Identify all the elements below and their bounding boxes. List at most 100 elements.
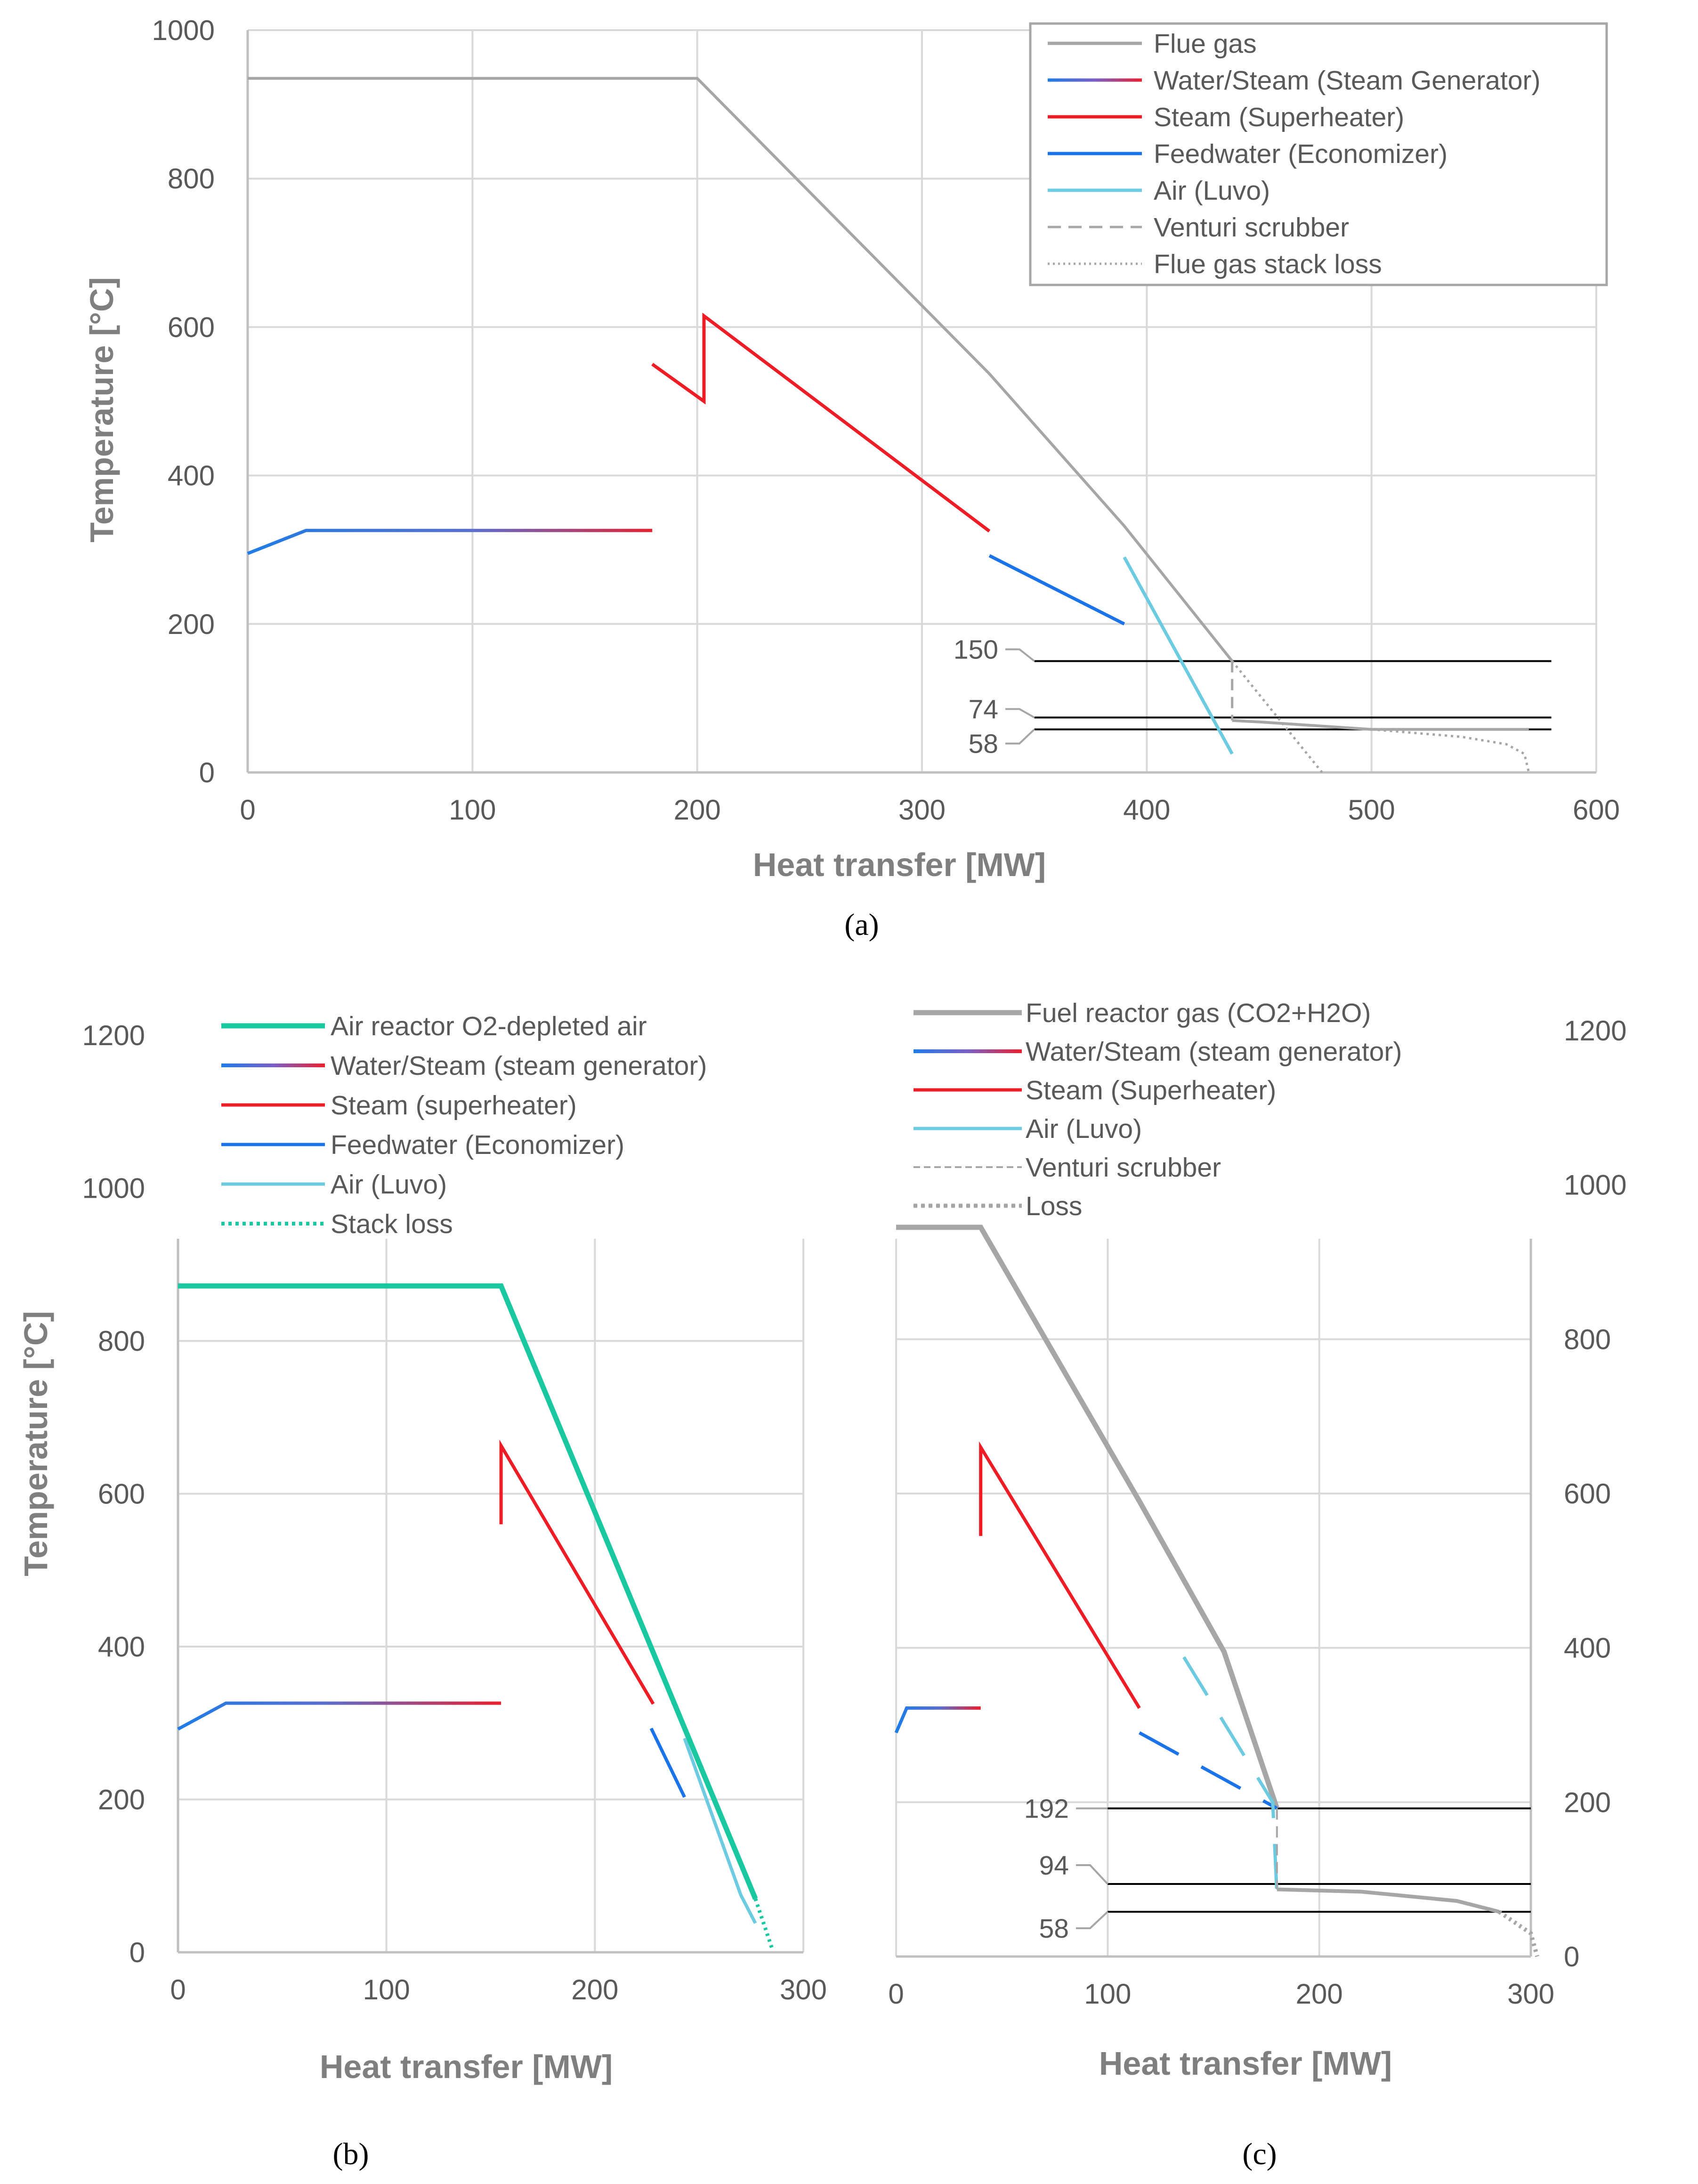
svg-text:Feedwater (Economizer): Feedwater (Economizer) [331, 1130, 624, 1160]
series-steam-superheater [979, 1441, 1141, 1709]
y-tick-label: 800 [1564, 1323, 1611, 1355]
y-tick-label: 400 [98, 1631, 145, 1663]
legend-item-water-steam: Water/Steam (steam generator) [221, 1051, 707, 1081]
legend-item-stack-loss: Flue gas stack loss [1048, 249, 1382, 279]
y-tick-label: 1000 [82, 1173, 145, 1204]
svg-text:Air (Luvo): Air (Luvo) [1154, 176, 1270, 206]
svg-text:Steam (Superheater): Steam (Superheater) [1026, 1075, 1276, 1105]
panel-b-legend: Air reactor O2-depleted air Water/Steam … [221, 1011, 707, 1239]
series-water-steam-steam-generator [247, 528, 653, 555]
series-water-steam-steam-generator [177, 1701, 501, 1731]
legend-item-water-steam: Water/Steam (steam generator) [914, 1037, 1402, 1067]
reference-label: 58 [969, 729, 998, 759]
x-tick-label: 300 [780, 1974, 827, 2005]
y-tick-label: 1000 [1564, 1169, 1626, 1201]
panel-a-y-axis-title: Temperature [°C] [83, 277, 120, 542]
panel-c-reference-lines: 192 94 58 [1024, 1794, 1531, 1944]
legend-item-feedwater: Feedwater (Economizer) [1048, 139, 1447, 169]
series-air-luvo [1123, 556, 1234, 755]
panel-c-legend: Fuel reactor gas (CO2+H2O) Water/Steam (… [914, 998, 1402, 1221]
legend-item-fuel-reactor: Fuel reactor gas (CO2+H2O) [914, 998, 1371, 1028]
series-stack-loss [753, 1898, 774, 1949]
series-segment [1371, 728, 1530, 773]
y-tick-label: 600 [168, 311, 215, 343]
legend-item-air: Air (Luvo) [1048, 176, 1270, 206]
y-tick-label: 600 [1564, 1478, 1611, 1510]
panel-c-label: (c) [1242, 2137, 1277, 2171]
svg-text:Flue gas stack loss: Flue gas stack loss [1154, 249, 1382, 279]
y-tick-label: 0 [199, 757, 215, 788]
svg-text:Steam (Superheater): Steam (Superheater) [1154, 102, 1404, 132]
y-tick-label: 400 [168, 460, 215, 492]
y-tick-label: 200 [1564, 1786, 1611, 1818]
panel-b-chart: 0 100 200 300 0 200 400 600 800 1000 1200 Heat tra… [17, 1011, 829, 2171]
panel-a-chart: 0 100 200 300 400 500 600 0 200 400 600 800 1000 150… [83, 15, 1620, 942]
series-water-steam-steam-generator [894, 1706, 981, 1734]
reference-label: 150 [954, 635, 998, 665]
svg-text:Water/Steam (steam generator): Water/Steam (steam generator) [1026, 1037, 1402, 1067]
reference-label: 94 [1039, 1851, 1069, 1881]
x-tick-label: 100 [449, 794, 496, 826]
svg-text:Air reactor O2-depleted air: Air reactor O2-depleted air [331, 1011, 647, 1041]
series-loss [1498, 1910, 1539, 1957]
x-tick-label: 200 [571, 1974, 618, 2005]
panel-c-grid [895, 1239, 1532, 1958]
x-tick-label: 600 [1573, 794, 1620, 826]
svg-text:Stack loss: Stack loss [331, 1209, 453, 1239]
y-tick-label: 800 [98, 1325, 145, 1357]
x-tick-label: 100 [363, 1974, 410, 2005]
reference-leader [1005, 648, 1035, 662]
legend-item-steam: Steam (superheater) [221, 1090, 577, 1120]
panel-b-series [177, 1283, 774, 1949]
svg-text:Air (Luvo): Air (Luvo) [331, 1169, 447, 1200]
reference-leader [1076, 1911, 1108, 1929]
series-air-luvo [1182, 1656, 1279, 1895]
y-tick-label: 400 [1564, 1632, 1611, 1664]
panel-b-y-axis-title: Temperature [°C] [17, 1311, 54, 1576]
series-flue-gas [248, 77, 1234, 662]
y-tick-label: 600 [98, 1478, 145, 1510]
panel-a-label: (a) [844, 908, 879, 942]
legend-item-steam: Steam (Superheater) [914, 1075, 1276, 1105]
legend-item-steam: Steam (Superheater) [1048, 102, 1404, 132]
series-steam-superheater [651, 312, 991, 533]
reference-label: 58 [1039, 1914, 1069, 1944]
panel-a-reference-lines: 150 74 58 [954, 635, 1552, 759]
series-air-luvo [683, 1737, 757, 1924]
reference-leader [1005, 729, 1035, 745]
series-segment [1277, 1887, 1500, 1914]
y-tick-label: 1200 [1564, 1015, 1626, 1047]
reference-label: 74 [969, 694, 998, 724]
panel-a-tick-labels: 0 100 200 300 400 500 600 0 200 400 600 800 1000 [152, 15, 1620, 826]
series-feedwater-economizer [649, 1728, 686, 1798]
reference-leader [1076, 1864, 1108, 1885]
svg-text:Feedwater (Economizer): Feedwater (Economizer) [1154, 139, 1447, 169]
legend-item-air: Air (Luvo) [221, 1169, 447, 1200]
legend-item-loss: Loss [914, 1191, 1082, 1221]
series-feedwater-economizer [988, 554, 1125, 625]
panel-a-x-axis-title: Heat transfer [MW] [753, 846, 1046, 883]
legend-item-flue-gas: Flue gas [1048, 29, 1257, 59]
panel-b-tick-labels: 0 100 200 300 0 200 400 600 800 1000 1200 [82, 1020, 827, 2005]
x-tick-label: 500 [1348, 794, 1395, 826]
panel-a-legend: Flue gas Water/Steam (Steam Generator) S… [1029, 22, 1608, 286]
y-tick-label: 800 [168, 163, 215, 195]
series-segment [1139, 1731, 1278, 1810]
svg-text:Fuel reactor gas (CO2+H2O): Fuel reactor gas (CO2+H2O) [1026, 998, 1371, 1028]
y-tick-label: 0 [1564, 1941, 1579, 1973]
series-steam-superheater [499, 1439, 655, 1705]
y-tick-label: 0 [129, 1937, 145, 1968]
panel-b-grid [177, 1239, 804, 1954]
panel-a-series [247, 77, 1530, 773]
legend-item-air: Air (Luvo) [914, 1114, 1142, 1144]
svg-text:Water/Steam (Steam Generator): Water/Steam (Steam Generator) [1154, 65, 1541, 96]
x-tick-label: 300 [898, 794, 946, 826]
legend-item-venturi: Venturi scrubber [914, 1153, 1221, 1183]
svg-text:Steam (superheater): Steam (superheater) [331, 1090, 577, 1120]
series-air-reactor-o2-depleted-air [178, 1283, 758, 1900]
svg-text:Water/Steam (steam generator): Water/Steam (steam generator) [331, 1051, 707, 1081]
panel-c-x-axis-title: Heat transfer [MW] [1099, 2045, 1392, 2082]
panel-c-tick-labels: 0 100 200 300 0 200 400 600 800 1000 1200 [888, 1015, 1626, 2010]
x-tick-label: 100 [1084, 1978, 1131, 2010]
